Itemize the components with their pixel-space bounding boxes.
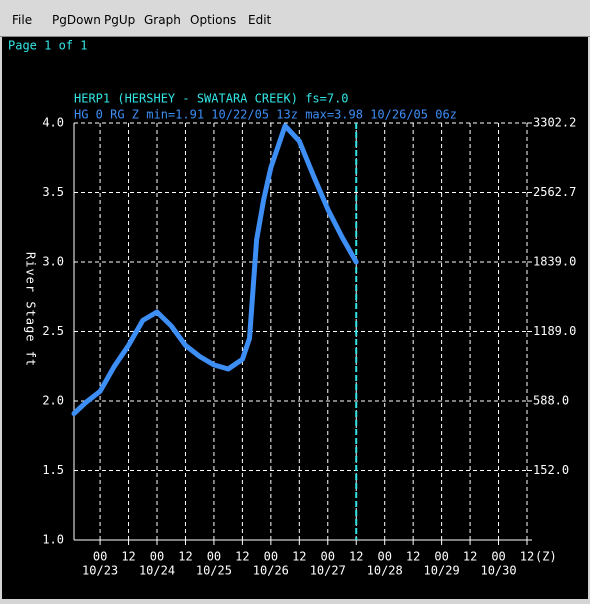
x-tick-label: 12 [463,550,477,564]
y-tick-label: 4.0 [42,116,64,130]
x-unit: (Z) [535,550,557,564]
stage-line [71,123,359,416]
x-tick-label: 12 [406,550,420,564]
menu-item[interactable]: Graph [144,13,181,27]
x-tick-label: 12 [121,550,135,564]
x-tick-label: 12 [178,550,192,564]
y2-tick-label: 1189.0 [533,324,576,338]
y2-tick-label: 3302.2 [533,116,576,130]
chart-title: HERP1 (HERSHEY - SWATARA CREEK) fs=7.0 [74,92,349,106]
y2-tick-label: 588.0 [533,394,569,408]
y-tick-label: 2.5 [42,324,64,338]
x-tick-label: 12 [235,550,249,564]
x-tick-label: 12 [292,550,306,564]
day-label: 10/24 [139,564,175,578]
x-tick-label: 00 [207,550,221,564]
chart-subtitle: HG 0 RG Z min=1.91 10/22/05 13z max=3.98… [74,108,457,122]
chart: Page 1 of 1 HERP1 (HERSHEY - SWATARA CRE… [8,39,576,578]
page-label: Page 1 of 1 [8,39,87,53]
x-tick-label: 12 [349,550,363,564]
x-tick-label: 00 [377,550,391,564]
menu-item[interactable]: PgDown [52,13,101,27]
y-axis-label: River Stage ft [24,252,38,367]
day-label: 10/28 [367,564,403,578]
menu-item[interactable]: Options [190,13,237,27]
x-tick-label: 00 [491,550,505,564]
day-label: 10/23 [82,564,118,578]
y-tick-label: 2.0 [42,394,64,408]
x-tick-label: 00 [150,550,164,564]
y2-tick-label: 152.0 [533,463,569,477]
x-tick-label: 00 [434,550,448,564]
y-tick-label: 1.0 [42,533,64,547]
menu-item[interactable]: PgUp [104,13,136,27]
day-label: 10/29 [424,564,460,578]
x-tick-label: 00 [321,550,335,564]
x-tick-label: 00 [93,550,107,564]
x-tick-label: 12 [520,550,534,564]
y-tick-label: 3.0 [42,255,64,269]
y-tick-label: 3.5 [42,185,64,199]
y-tick-label: 1.5 [42,463,64,477]
menu-item[interactable]: File [12,13,33,27]
y2-tick-label: 2562.7 [533,185,576,199]
day-label: 10/25 [196,564,232,578]
menu-item[interactable]: Edit [248,13,272,27]
menu-bar: File PgDown PgUp Graph Options Edit [0,0,590,37]
x-tick-label: 00 [264,550,278,564]
y2-tick-label: 1839.0 [533,255,576,269]
day-label: 10/27 [310,564,346,578]
day-label: 10/26 [253,564,289,578]
day-label: 10/30 [480,564,516,578]
graph-window: Page 1 of 1 HERP1 (HERSHEY - SWATARA CRE… [2,37,588,599]
